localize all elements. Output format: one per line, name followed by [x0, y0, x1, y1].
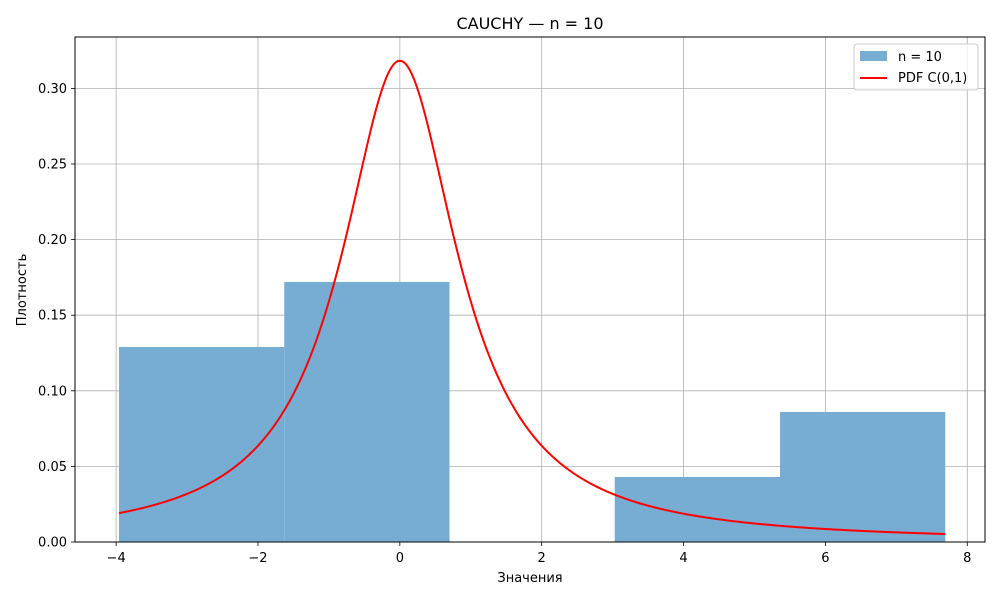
y-tick-label: 0.10	[38, 384, 67, 399]
histogram-bar	[780, 411, 946, 542]
pdf-curve-layer	[118, 59, 946, 535]
x-tick-label: −4	[107, 551, 126, 566]
pdf-curve	[118, 59, 946, 535]
y-tick-label: 0.30	[38, 82, 67, 97]
histogram-bar	[614, 476, 781, 542]
histogram-bar	[284, 281, 450, 542]
legend-pdf-label: PDF C(0,1)	[898, 71, 967, 86]
y-tick-label: 0.15	[38, 309, 67, 324]
x-tick-label: 4	[679, 551, 687, 566]
x-tick-label: 8	[963, 551, 971, 566]
histogram-bar	[118, 346, 285, 542]
chart-title: CAUCHY — n = 10	[456, 14, 603, 33]
y-axis-label: Плотность	[15, 254, 30, 326]
legend-histogram-swatch	[860, 51, 887, 61]
x-tick-label: 2	[538, 551, 546, 566]
y-tick-label: 0.25	[38, 158, 67, 173]
legend-histogram-label: n = 10	[898, 50, 942, 65]
histogram-bars	[118, 281, 946, 542]
grid	[75, 37, 985, 543]
y-axis-ticks: 0.00 0.05 0.10 0.15 0.20 0.25 0.30	[38, 82, 75, 551]
y-tick-label: 0.20	[38, 233, 67, 248]
x-tick-label: 0	[396, 551, 404, 566]
x-tick-label: −2	[248, 551, 267, 566]
plot-frame	[74, 36, 986, 543]
x-axis-label: Значения	[497, 571, 562, 586]
legend: n = 10 PDF C(0,1)	[853, 43, 979, 91]
x-axis-ticks: −4 −2 0 2 4 6 8	[107, 542, 971, 566]
x-tick-label: 6	[821, 551, 829, 566]
y-tick-label: 0.00	[38, 536, 67, 551]
y-tick-label: 0.05	[38, 460, 67, 475]
